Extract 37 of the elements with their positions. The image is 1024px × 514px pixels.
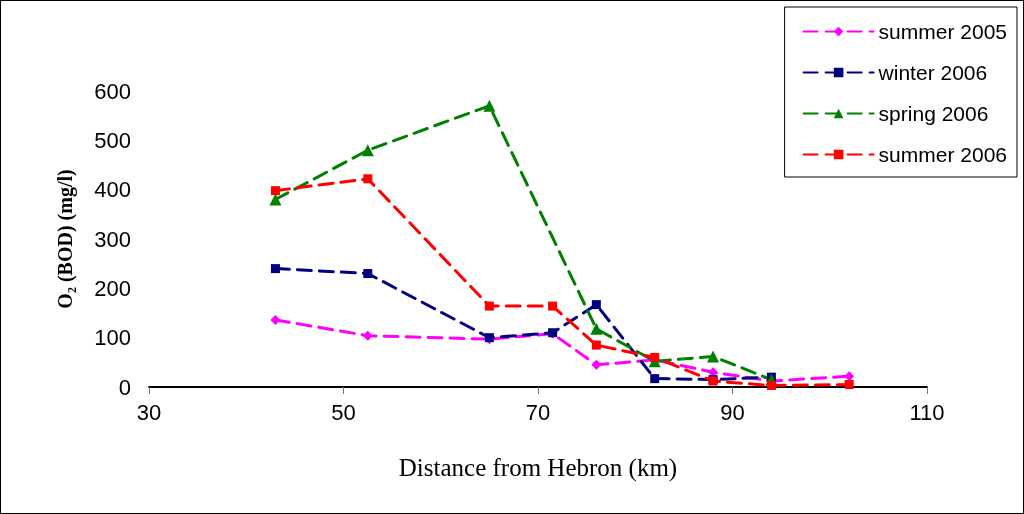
point bbox=[363, 269, 373, 279]
y-tick-label: 400 bbox=[94, 177, 131, 203]
point bbox=[590, 322, 603, 335]
point bbox=[270, 186, 280, 196]
legend-label: spring 2006 bbox=[878, 102, 989, 125]
point bbox=[362, 330, 373, 341]
legend-label: summer 2005 bbox=[878, 20, 1007, 43]
y-tick-label: 500 bbox=[94, 127, 131, 153]
x-tick-label: 50 bbox=[331, 399, 356, 425]
y-tick-label: 100 bbox=[94, 325, 131, 351]
point bbox=[650, 374, 660, 384]
point bbox=[591, 300, 601, 310]
point bbox=[548, 301, 558, 311]
point bbox=[484, 301, 494, 311]
point bbox=[844, 380, 854, 390]
point bbox=[483, 99, 496, 112]
y-tick-label: 0 bbox=[118, 374, 131, 400]
x-tick-label: 110 bbox=[909, 399, 945, 425]
y-tick-label: 600 bbox=[94, 78, 131, 104]
point bbox=[591, 340, 601, 350]
x-tick-label: 30 bbox=[136, 399, 162, 425]
y-axis-title: O₂ (BOD) (mg/l) bbox=[54, 169, 77, 309]
point bbox=[766, 381, 776, 391]
point bbox=[270, 264, 280, 274]
y-tick-label: 300 bbox=[94, 226, 131, 252]
x-tick-label: 90 bbox=[720, 399, 745, 425]
point bbox=[844, 371, 855, 382]
x-axis-title: Distance from Hebron (km) bbox=[398, 454, 678, 482]
legend-label: winter 2006 bbox=[877, 61, 988, 84]
point bbox=[591, 359, 602, 370]
point bbox=[270, 314, 281, 325]
x-tick-label: 70 bbox=[525, 399, 551, 425]
legend-label: summer 2006 bbox=[878, 143, 1007, 166]
y-tick-label: 200 bbox=[94, 275, 131, 301]
point bbox=[707, 350, 720, 363]
point bbox=[363, 174, 373, 184]
point bbox=[361, 144, 374, 157]
